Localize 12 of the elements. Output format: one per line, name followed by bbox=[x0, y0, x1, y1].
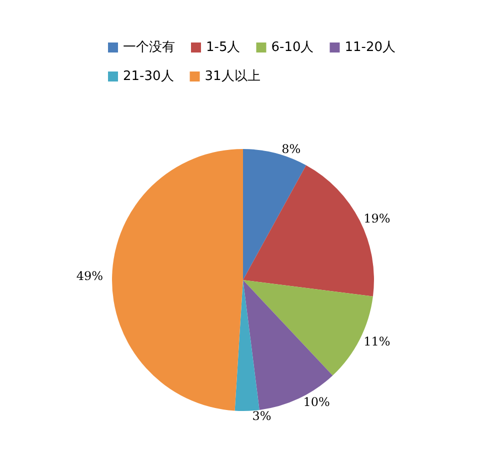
data-label: 8% bbox=[282, 142, 301, 156]
data-label: 11% bbox=[364, 334, 390, 348]
legend-label: 31人以上 bbox=[204, 69, 260, 84]
legend-label: 6-10人 bbox=[271, 40, 314, 55]
data-label: 49% bbox=[76, 268, 104, 283]
data-label: 3% bbox=[252, 409, 272, 424]
data-label: 10% bbox=[303, 395, 330, 410]
legend-label: 1-5人 bbox=[206, 40, 240, 55]
legend-label: 一个没有 bbox=[123, 40, 175, 55]
legend-label: 11-20人 bbox=[344, 40, 396, 55]
legend-label: 21-30人 bbox=[123, 69, 174, 84]
data-label: 19% bbox=[364, 212, 390, 226]
